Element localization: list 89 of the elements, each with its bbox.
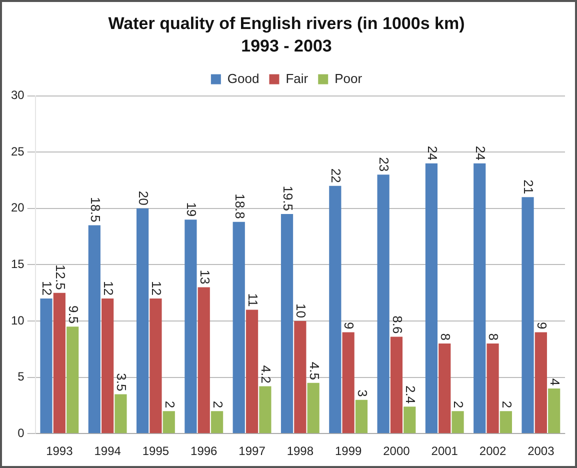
data-label: 20 <box>136 190 151 206</box>
y-tick-label: 25 <box>10 144 25 158</box>
data-label: 12 <box>149 281 164 296</box>
data-label: 2 <box>162 400 178 408</box>
bar <box>232 222 245 434</box>
data-label: 13 <box>197 270 212 284</box>
data-label: 24 <box>424 146 440 160</box>
x-tick-label: 2001 <box>431 444 458 458</box>
data-label: 21 <box>521 180 536 194</box>
data-label: 12.5 <box>52 264 68 290</box>
bar <box>390 336 403 434</box>
data-label: 12 <box>100 281 116 296</box>
data-label: 4.2 <box>258 365 274 384</box>
x-tick-label: 2000 <box>383 444 410 458</box>
legend-label: Fair <box>286 70 309 86</box>
data-label: 18.5 <box>88 196 103 222</box>
y-tick-label: 5 <box>18 370 25 384</box>
data-label: 8.6 <box>390 316 405 334</box>
bar <box>329 186 342 434</box>
data-label: 11 <box>245 293 260 307</box>
bar <box>404 406 416 434</box>
data-label: 9 <box>342 322 357 330</box>
x-tick-label: 1997 <box>238 444 266 458</box>
x-tick-label: 1993 <box>46 444 74 458</box>
bar <box>40 298 52 434</box>
y-tick-label: 15 <box>10 257 25 272</box>
bar <box>162 411 175 434</box>
bar <box>114 394 127 434</box>
bar <box>438 344 451 434</box>
bar <box>259 386 272 434</box>
data-label: 23 <box>376 157 392 172</box>
data-label: 22 <box>328 168 344 183</box>
x-tick-label: 1996 <box>190 444 218 458</box>
legend-label: Good <box>227 70 260 86</box>
bar <box>474 163 486 434</box>
bar <box>102 298 114 434</box>
bar <box>210 411 224 434</box>
chart-subtitle: 1993 - 2003 <box>241 36 332 56</box>
bar <box>246 310 258 434</box>
y-tick-label: 10 <box>10 313 25 328</box>
chart-title: Water quality of English rivers (in 1000s km) <box>108 14 465 33</box>
bar <box>198 287 210 434</box>
data-label: 24 <box>473 146 488 160</box>
bar <box>355 400 368 434</box>
data-label: 8 <box>438 333 454 341</box>
x-tick-label: 1994 <box>94 444 122 458</box>
bar <box>150 298 162 434</box>
data-label: 8 <box>486 333 502 341</box>
data-label: 18.8 <box>232 194 248 219</box>
bar <box>307 382 320 434</box>
data-label: 19 <box>184 202 200 217</box>
data-label: 3.5 <box>114 373 130 392</box>
bar <box>377 174 390 434</box>
x-tick-label: 1995 <box>142 444 170 458</box>
bar <box>534 332 547 434</box>
x-tick-label: 1998 <box>286 444 314 458</box>
data-label: 2 <box>210 400 226 408</box>
data-label: 4.5 <box>306 362 322 380</box>
y-tick-label: 0 <box>18 426 25 440</box>
bar <box>184 220 197 434</box>
bar <box>486 344 499 434</box>
data-label: 2 <box>451 400 466 408</box>
data-label: 12 <box>40 281 55 296</box>
data-label: 9.5 <box>66 306 82 324</box>
bar <box>53 292 66 434</box>
bar <box>342 332 354 434</box>
y-tick-label: 20 <box>10 200 25 215</box>
data-label: 9 <box>534 322 550 330</box>
data-label: 3 <box>354 390 370 397</box>
legend-label: Poor <box>334 70 363 86</box>
data-label: 2.4 <box>403 386 418 404</box>
bar <box>500 411 512 434</box>
y-tick-label: 30 <box>10 88 25 102</box>
data-label: 10 <box>294 304 309 318</box>
bar <box>136 208 149 434</box>
bar <box>425 163 438 434</box>
data-label: 19.5 <box>280 186 296 212</box>
data-label: 2 <box>499 400 514 408</box>
bar <box>548 388 560 434</box>
x-tick-label: 2003 <box>528 444 555 458</box>
bar <box>280 214 294 434</box>
data-label: 4 <box>548 378 563 386</box>
bar <box>452 411 464 434</box>
bar <box>294 321 306 434</box>
x-tick-label: 1999 <box>334 444 362 458</box>
bar <box>66 326 79 434</box>
x-tick-label: 2002 <box>479 444 506 458</box>
bar <box>88 225 100 434</box>
bar <box>522 197 534 434</box>
